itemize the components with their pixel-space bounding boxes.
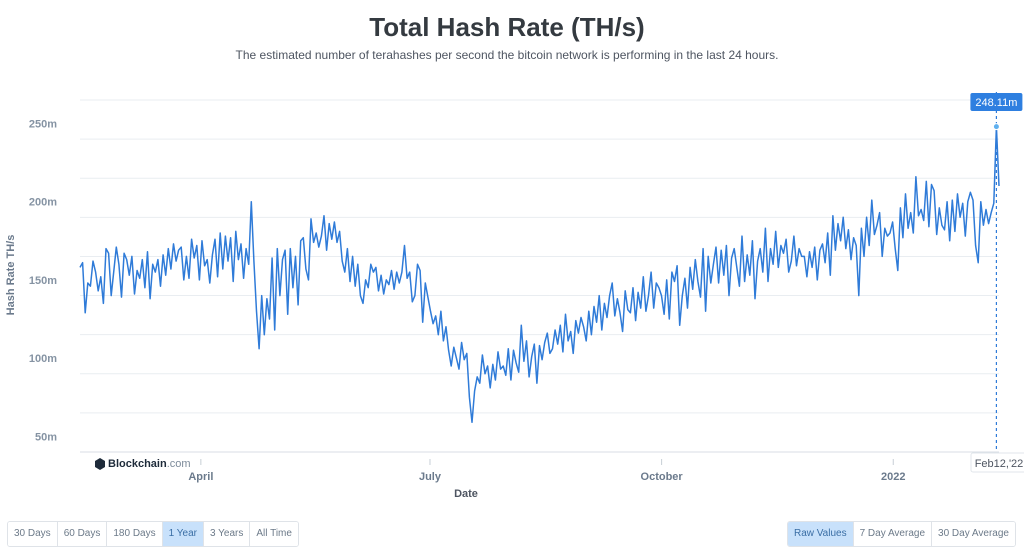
y-tick-label: 100m	[29, 353, 57, 365]
y-tick-label: 200m	[29, 197, 57, 209]
60-days-button[interactable]: 60 Days	[57, 522, 108, 546]
x-tick-label: October	[641, 471, 684, 483]
blockchain-logo: Blockchain.com	[95, 458, 191, 470]
raw-values-button[interactable]: Raw Values	[787, 522, 854, 546]
30-day-average-button[interactable]: 30 Day Average	[932, 522, 1015, 546]
all-time-button[interactable]: All Time	[250, 522, 298, 546]
x-axis: April July October 2022	[188, 459, 905, 483]
y-tick-label: 50m	[35, 431, 57, 443]
value-tooltip-text: 248.11m	[975, 97, 1017, 109]
1-year-button[interactable]: 1 Year	[162, 522, 204, 546]
x-tick-label: July	[419, 471, 442, 483]
180-days-button[interactable]: 180 Days	[107, 522, 163, 546]
y-axis: 50m 100m 150m 200m 250m	[29, 118, 57, 443]
blockchain-logo-icon	[95, 458, 105, 470]
30-days-button[interactable]: 30 Days	[8, 522, 58, 546]
7-day-average-button[interactable]: 7 Day Average	[853, 522, 933, 546]
x-tick-label: April	[188, 471, 213, 483]
blockchain-logo-suffix: .com	[167, 458, 191, 470]
y-tick-label: 250m	[29, 118, 57, 130]
chart-subtitle: The estimated number of terahashes per s…	[235, 48, 779, 62]
grid-lines	[80, 99, 999, 453]
3-years-button[interactable]: 3 Years	[204, 522, 251, 546]
blockchain-logo-brand: Blockchain	[108, 458, 167, 470]
svg-text:Blockchain.com: Blockchain.com	[108, 458, 191, 470]
value-mode-selector: Raw Values 7 Day Average 30 Day Average	[786, 521, 1016, 547]
crosshair-layer: 248.11m Feb12,'22	[970, 92, 1024, 473]
date-tooltip	[970, 452, 1024, 473]
x-axis-title: Date	[454, 488, 478, 500]
hash-rate-chart: 50m 100m 150m 200m 250m April July October 2022…	[5, 92, 1024, 500]
hash-rate-line	[79, 125, 1000, 424]
y-tick-label: 150m	[29, 275, 57, 287]
y-axis-title: Hash Rate TH/s	[5, 235, 17, 316]
time-range-selector: 30 Days 60 Days 180 Days 1 Year 3 Years All T…	[7, 521, 299, 547]
series-layer	[79, 125, 1000, 424]
x-tick-label: 2022	[881, 471, 905, 483]
value-tooltip	[970, 93, 1023, 111]
chart-title: Total Hash Rate (TH/s)	[369, 12, 645, 42]
hover-point	[992, 123, 1000, 131]
date-tooltip-text: Feb12,'22	[975, 458, 1024, 470]
